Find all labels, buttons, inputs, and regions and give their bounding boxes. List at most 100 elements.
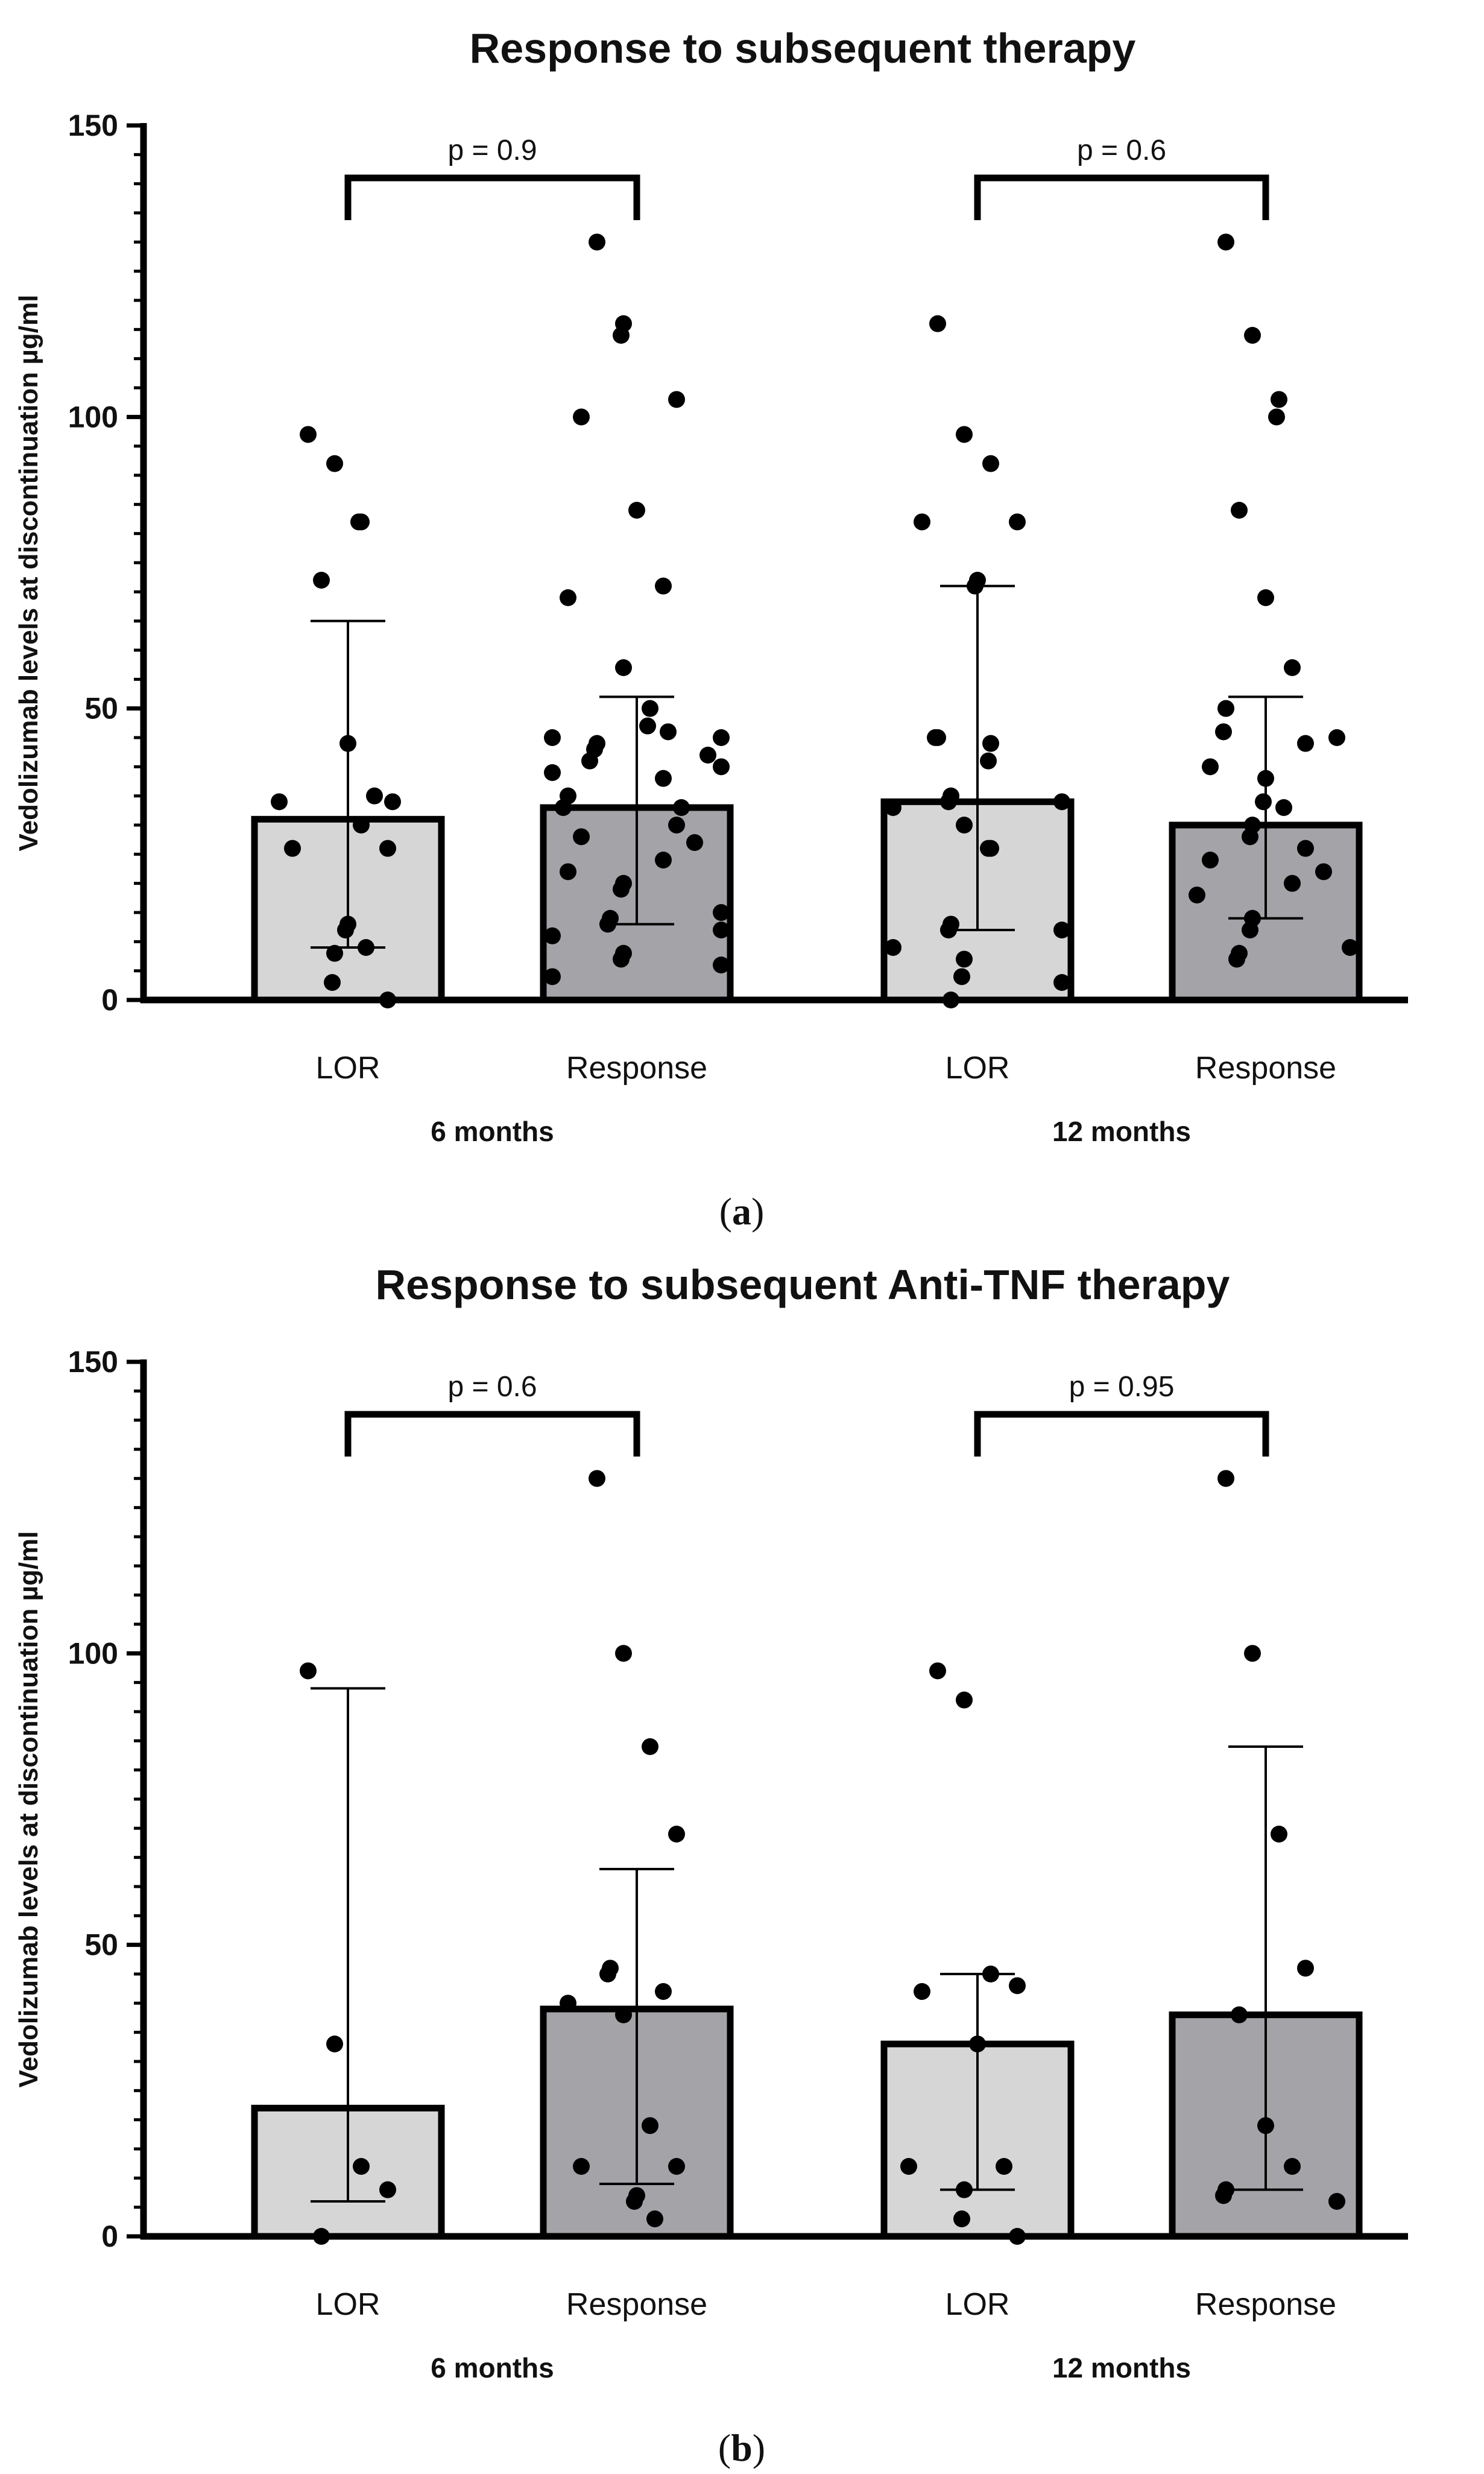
data-point <box>353 2158 370 2175</box>
data-point <box>599 916 616 933</box>
data-point <box>1284 2158 1301 2175</box>
p-value-label: p = 0.95 <box>1069 1371 1175 1403</box>
data-point <box>544 729 561 746</box>
data-point <box>1242 922 1258 938</box>
category-label: LOR <box>946 1051 1010 1086</box>
data-point <box>668 1826 685 1843</box>
data-point <box>1328 2193 1345 2210</box>
category-label: Response <box>566 2287 707 2322</box>
p-value-label: p = 0.6 <box>447 1371 537 1403</box>
data-point <box>300 426 317 443</box>
data-point <box>660 723 677 741</box>
data-point <box>713 922 730 938</box>
data-point <box>642 700 658 717</box>
data-point <box>1009 513 1026 531</box>
data-point <box>1257 2117 1274 2134</box>
data-point <box>613 951 630 968</box>
data-point <box>560 863 576 881</box>
data-point <box>555 799 572 816</box>
y-tick-label: 100 <box>68 400 118 434</box>
data-point <box>929 1662 946 1680</box>
data-point <box>1215 723 1232 741</box>
data-point <box>350 513 367 531</box>
data-point <box>1217 1470 1234 1487</box>
data-point <box>1202 852 1219 868</box>
data-point <box>1189 887 1205 903</box>
data-point <box>940 922 957 938</box>
data-point <box>1009 1977 1026 1995</box>
plot-area: 0 50 100 150 LOR Response p = 0.6 6 months LOR Re… <box>68 1345 1408 2384</box>
category-label: Response <box>1195 2287 1336 2322</box>
y-axis-label: Vedolizumab levels at discontinuation µg… <box>14 295 43 852</box>
data-point <box>673 799 690 816</box>
data-point <box>713 904 730 921</box>
data-point <box>1228 951 1245 968</box>
category-label: Response <box>566 1051 707 1086</box>
data-point <box>639 717 656 735</box>
data-point <box>953 968 970 985</box>
y-tick-label: 0 <box>101 2219 118 2253</box>
panel-caption: (a) <box>719 1190 765 1233</box>
panel-caption: (b) <box>718 2426 765 2469</box>
category-label: LOR <box>946 2287 1010 2322</box>
data-point <box>1202 758 1219 776</box>
p-value-label: p = 0.9 <box>447 134 537 166</box>
data-point <box>927 729 944 746</box>
data-point <box>337 922 354 938</box>
data-point <box>573 828 590 846</box>
chart-panel-a: Response to subsequent therapy Vedolizum… <box>14 25 1408 1233</box>
data-point <box>1271 391 1287 408</box>
data-point <box>642 1738 658 1755</box>
data-point <box>940 793 957 811</box>
data-point <box>1215 2187 1232 2204</box>
data-point <box>713 729 730 746</box>
data-point <box>699 747 716 764</box>
y-tick-label: 0 <box>101 983 118 1017</box>
data-point <box>560 1995 576 2012</box>
data-point <box>969 2036 986 2052</box>
data-point <box>982 455 999 472</box>
data-point <box>646 2210 663 2227</box>
data-point <box>642 2117 658 2134</box>
data-point <box>1284 659 1301 676</box>
data-point <box>967 577 984 595</box>
category-label: Response <box>1195 1051 1336 1086</box>
category-label: LOR <box>316 1051 380 1086</box>
data-point <box>1257 770 1274 787</box>
data-point <box>324 974 341 991</box>
group-label: 6 months <box>431 2352 554 2384</box>
data-point <box>544 968 561 985</box>
data-point <box>581 752 598 770</box>
data-point <box>353 817 370 834</box>
chart-title: Response to subsequent Anti-TNF therapy <box>376 1261 1230 1308</box>
data-point <box>599 1966 616 1982</box>
data-point <box>1217 233 1234 251</box>
data-point <box>956 817 973 834</box>
data-point <box>1342 939 1359 956</box>
data-point <box>668 2158 685 2175</box>
data-point <box>573 408 590 426</box>
data-point <box>655 577 672 595</box>
data-point <box>573 2158 590 2175</box>
data-point <box>914 513 930 531</box>
data-point <box>885 939 901 956</box>
y-tick-label: 150 <box>68 1345 118 1379</box>
data-point <box>996 2158 1012 2175</box>
data-point <box>300 1662 317 1680</box>
data-point <box>956 2181 973 2198</box>
y-tick-label: 50 <box>84 1928 118 1962</box>
data-point <box>628 502 645 519</box>
data-point <box>339 735 356 752</box>
data-point <box>956 1691 973 1709</box>
data-point <box>1053 793 1070 811</box>
data-point <box>686 834 703 851</box>
data-point <box>1244 327 1261 344</box>
data-point <box>560 589 576 606</box>
data-point <box>655 1983 672 2000</box>
data-point <box>1297 840 1314 857</box>
data-point <box>1297 735 1314 752</box>
data-point <box>615 659 632 676</box>
data-point <box>713 758 730 776</box>
data-point <box>1284 875 1301 892</box>
data-point <box>326 455 343 472</box>
